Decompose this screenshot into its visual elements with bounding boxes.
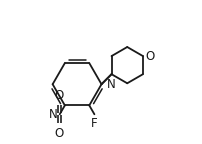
Text: O: O [54,127,63,140]
Text: F: F [91,117,97,130]
Text: N: N [49,108,58,121]
Text: O: O [54,89,63,102]
Text: O: O [144,50,154,63]
Text: N: N [107,78,115,91]
